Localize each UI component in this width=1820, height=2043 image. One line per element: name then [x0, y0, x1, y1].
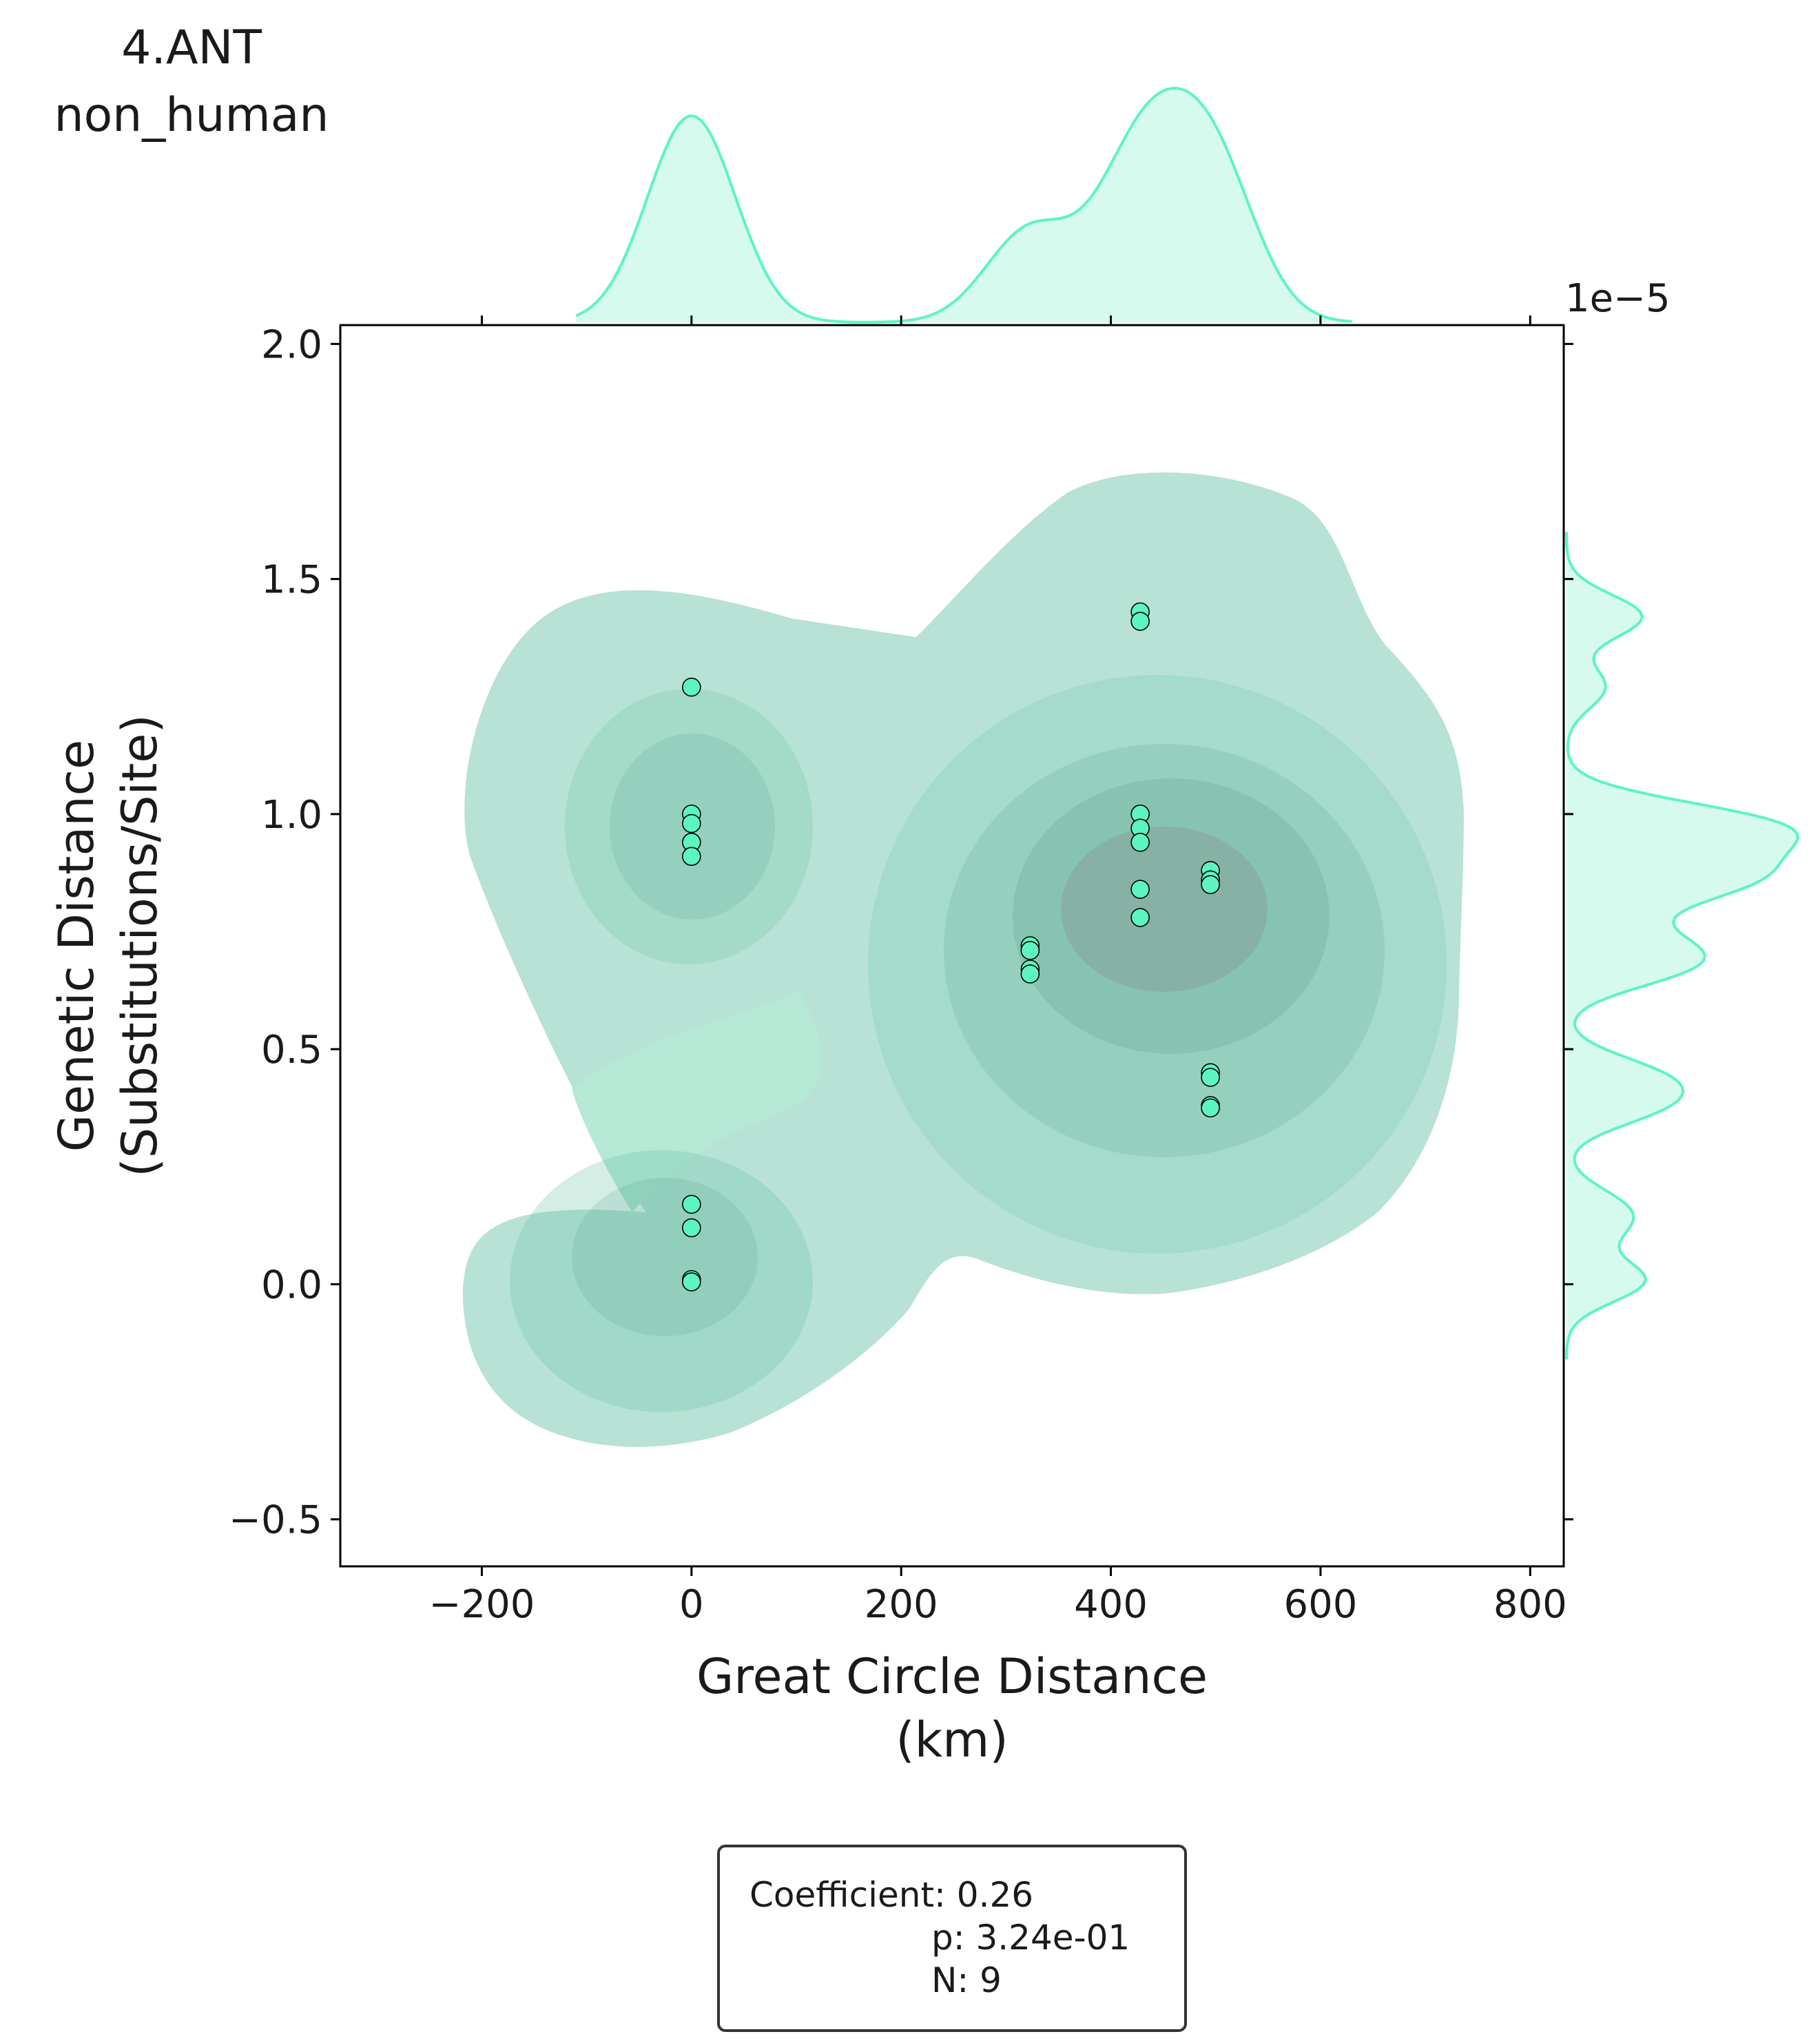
y-tick-label: −0.5 — [229, 1498, 322, 1543]
data-point — [682, 813, 701, 833]
kde-cluster-lower-left — [510, 1150, 813, 1412]
x-tick-label: 400 — [1074, 1582, 1148, 1627]
stats-p-value: p: 3.24e-01 — [931, 1918, 1130, 1958]
data-point — [682, 1218, 701, 1238]
x-tick-label: 800 — [1493, 1582, 1567, 1627]
x-axis-ticks: −200 0 200 400 600 800 — [429, 315, 1567, 1627]
data-point — [1201, 1098, 1220, 1118]
right-marginal-kde-fill — [1566, 532, 1798, 1360]
data-point — [682, 677, 701, 697]
y-axis-label-line-2: (Substitutions/Site) — [112, 714, 168, 1177]
stats-coefficient: Coefficient: 0.26 — [749, 1875, 1033, 1915]
data-point — [1130, 833, 1150, 852]
top-marginal-kde-line — [575, 86, 1352, 324]
x-tick-label: 600 — [1283, 1582, 1357, 1627]
chart-title-line-1: 4.ANT — [121, 21, 262, 75]
right-marginal-kde — [1565, 532, 1800, 1360]
y-axis-label: Genetic Distance (Substitutions/Site) — [48, 714, 168, 1177]
stats-box-frame — [717, 1845, 1187, 2032]
kde-cluster-lower-left-core — [572, 1178, 758, 1336]
kde-cluster-right — [868, 675, 1447, 1254]
data-point — [682, 847, 701, 867]
data-point — [682, 1194, 701, 1214]
right-marginal-kde-line — [1565, 532, 1800, 1360]
x-axis-label: Great Circle Distance (km) — [696, 1648, 1208, 1768]
top-marginal-kde-fill — [576, 88, 1352, 322]
data-point — [1020, 964, 1040, 984]
x-tick-label: 0 — [679, 1582, 704, 1627]
chart-title-line-2: non_human — [54, 88, 329, 143]
data-point — [1130, 908, 1150, 927]
y-tick-label: 0.5 — [261, 1028, 322, 1072]
top-marginal-kde — [575, 86, 1352, 324]
kde-density-layers — [462, 472, 1465, 1447]
kde-cluster-right-core — [1061, 827, 1268, 992]
plot-frame — [339, 324, 1565, 1568]
x-tick-label: −200 — [429, 1582, 535, 1627]
y-tick-label: 0.0 — [261, 1263, 322, 1307]
stats-box: Coefficient: 0.26 p: 3.24e-01 N: 9 — [717, 1845, 1187, 2032]
y-axis-label-line-1: Genetic Distance — [48, 740, 105, 1152]
y-tick-label: 1.0 — [261, 793, 322, 838]
x-axis-label-line-2: (km) — [896, 1712, 1008, 1768]
scatter-points — [682, 602, 1220, 1292]
data-point — [1201, 1068, 1220, 1087]
x-tick-label: 200 — [865, 1582, 938, 1627]
chart-title: 4.ANT non_human — [54, 21, 329, 143]
data-point — [682, 1272, 701, 1292]
data-point — [1201, 875, 1220, 895]
y-tick-label: 2.0 — [261, 322, 322, 367]
kde-neck-fill — [572, 992, 822, 1212]
x-axis-label-line-1: Great Circle Distance — [696, 1648, 1208, 1705]
kde-cluster-right-inner — [1013, 778, 1330, 1054]
data-point — [1130, 612, 1150, 631]
data-point — [1130, 880, 1150, 899]
kde-cluster-right-mid — [944, 744, 1385, 1157]
y-tick-label: 1.5 — [261, 558, 322, 603]
stats-n: N: 9 — [931, 1960, 1002, 2000]
kde-level-1 — [462, 472, 1465, 1447]
y-axis-ticks: −0.5 0.0 0.5 1.0 1.5 2.0 — [229, 322, 1573, 1543]
data-point — [1020, 941, 1040, 960]
y-offset-text: 1e−5 — [1565, 276, 1671, 321]
